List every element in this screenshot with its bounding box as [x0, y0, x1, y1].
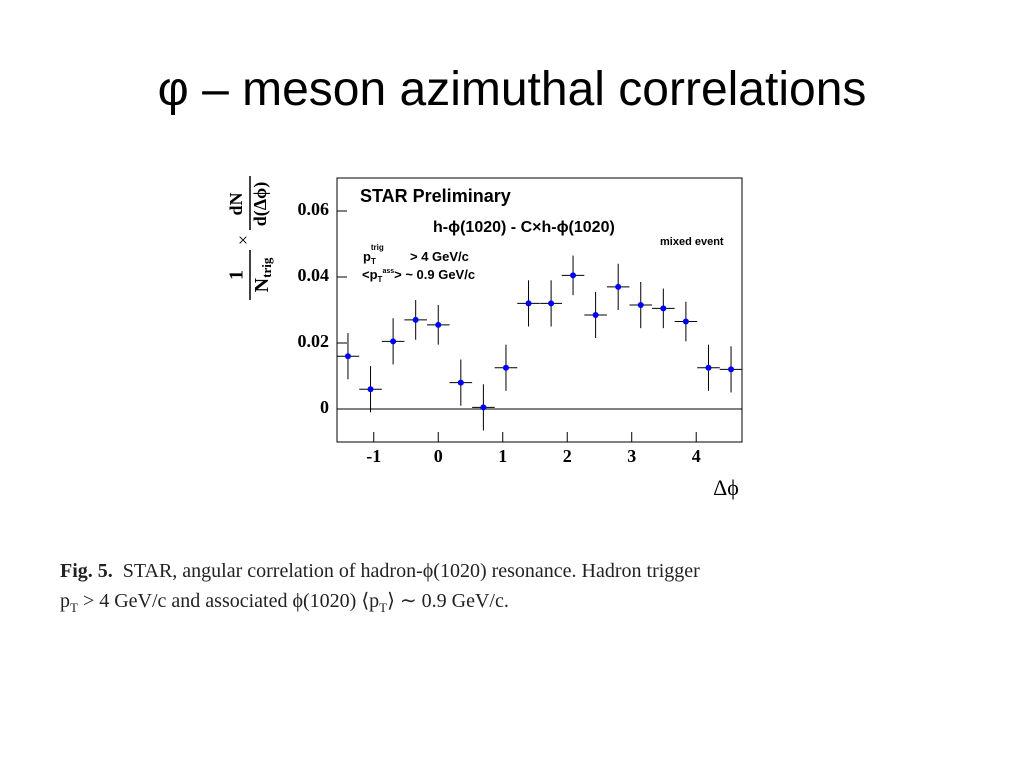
data-point	[525, 300, 532, 307]
annotation-part: T	[371, 257, 376, 266]
caption-text: T	[70, 600, 78, 615]
data-point	[682, 318, 689, 325]
x-tick-label: 2	[563, 446, 572, 466]
data-point	[390, 338, 397, 345]
caption-line: pT > 4 GeV/c and associated ϕ(1020) ⟨pT⟩…	[60, 586, 970, 623]
caption-text: p	[60, 590, 70, 612]
data-point	[728, 366, 735, 373]
chart: STAR Preliminary h-ϕ(1020) - C×h-ϕ(1020)…	[226, 176, 743, 500]
data-point	[344, 353, 351, 360]
x-tick-label: 4	[692, 446, 701, 466]
data-point	[435, 321, 442, 328]
caption-line: Fig. 5. STAR, angular correlation of had…	[60, 556, 970, 586]
y-tick-label: 0.06	[298, 199, 330, 219]
caption-text: ⟩ ∼ 0.9 GeV/c.	[387, 590, 509, 612]
y-tick-label: 0.02	[298, 331, 330, 351]
data-point	[705, 364, 712, 371]
caption-text: STAR, angular correlation of hadron-ϕ(10…	[122, 560, 700, 582]
caption-text: > 4 GeV/c and associated ϕ(1020) ⟨p	[77, 590, 380, 612]
y-tick-label: 0	[320, 397, 329, 417]
data-point	[548, 300, 555, 307]
x-tick-label: -1	[366, 446, 381, 466]
annotation-part: <p	[362, 267, 378, 282]
figure-caption: Fig. 5. STAR, angular correlation of had…	[60, 556, 970, 623]
x-tick-label: 0	[434, 446, 443, 466]
data-point	[502, 364, 509, 371]
annotation: pTtrig > 4 GeV/c	[363, 243, 469, 266]
data-point	[367, 386, 374, 393]
y-tick-label: 0.04	[298, 265, 330, 285]
annotation-part: > ~ 0.9 GeV/c	[394, 267, 475, 282]
data-point	[615, 283, 622, 290]
x-axis-label: Δϕ	[713, 475, 739, 500]
data-point	[570, 272, 577, 279]
data-point	[457, 379, 464, 386]
caption-text: T	[379, 600, 388, 615]
data-point	[592, 311, 599, 318]
y-label-part: 1	[226, 270, 248, 280]
y-label-part: dN	[226, 192, 246, 215]
annotation-part: p	[363, 249, 371, 264]
plot-frame	[336, 177, 743, 443]
annotation: STAR Preliminary	[360, 186, 511, 206]
annotation: mixed event	[660, 236, 724, 248]
annotation-part: > 4 GeV/c	[410, 249, 469, 264]
slide-title: φ – meson azimuthal correlations	[157, 63, 867, 116]
annotation: h-ϕ(1020) - C×h-ϕ(1020)	[433, 219, 615, 236]
data-point	[660, 305, 667, 312]
y-label-part: trig	[259, 257, 274, 278]
data-point	[480, 404, 487, 411]
data-point	[637, 302, 644, 309]
annotation: <pTass> ~ 0.9 GeV/c	[362, 267, 475, 284]
x-tick-label: 3	[627, 446, 636, 466]
y-axis-label: 1 Ntrig × dN d(Δϕ)	[226, 176, 274, 300]
y-label-part: ×	[233, 235, 253, 245]
y-label-part: N	[251, 277, 273, 292]
annotation-part: trig	[371, 243, 384, 252]
y-label-part: d(Δϕ)	[250, 182, 271, 227]
y-label-part: Ntrig	[251, 257, 274, 292]
x-tick-label: 1	[498, 446, 507, 466]
annotation-part: ass	[382, 268, 394, 275]
data-point	[412, 316, 419, 323]
annotation-part: T	[378, 275, 383, 284]
caption-label: Fig. 5.	[60, 560, 113, 582]
